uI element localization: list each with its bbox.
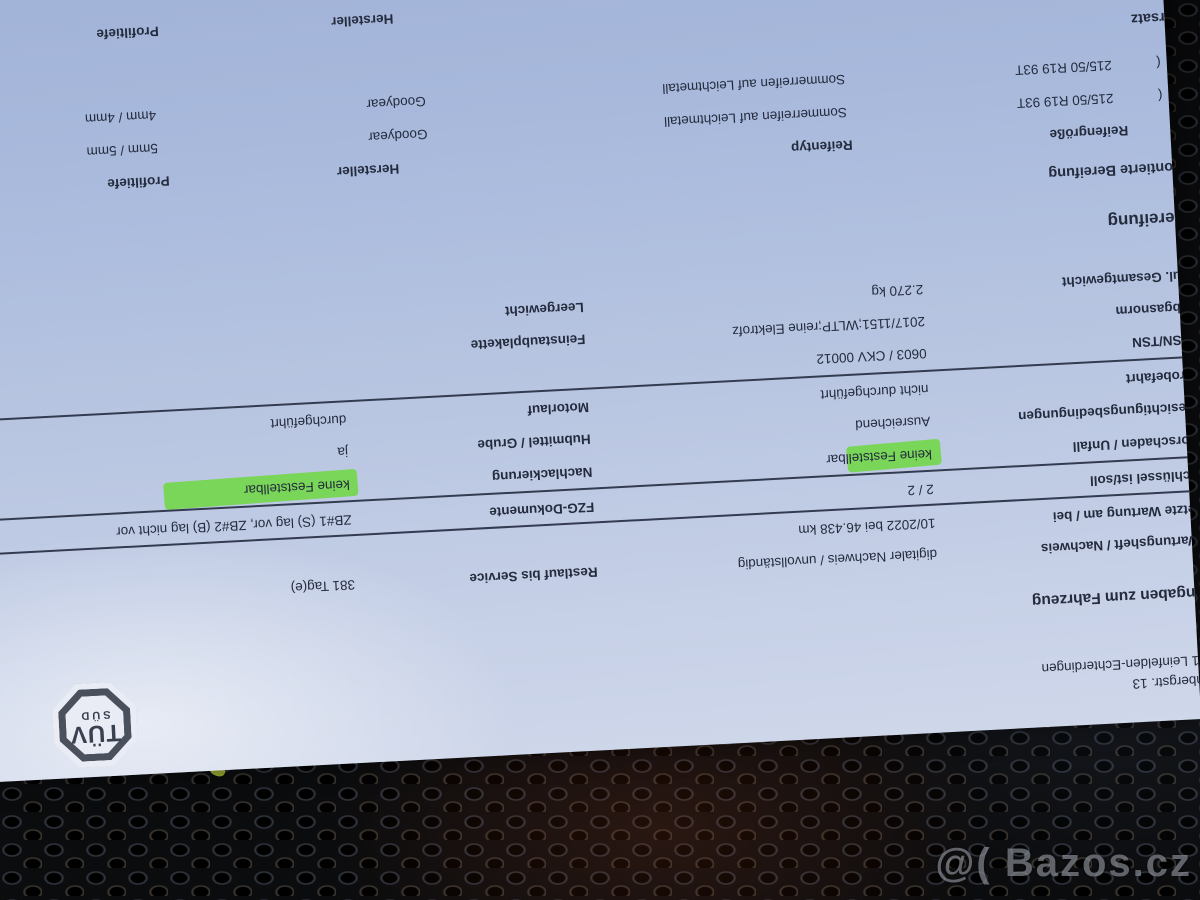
- subsection-mounted-tyres: Montierte Bereifung: [1047, 158, 1186, 182]
- tyre-row-fragment: (: [1155, 55, 1162, 71]
- row-label2: FZG-Dokumente: [488, 499, 595, 520]
- tyre-manufacturer: Goodyear: [367, 126, 428, 145]
- row-value2: durchgeführt: [270, 412, 347, 432]
- row-value: nicht durchgeführt: [820, 381, 929, 403]
- row-label2: Leergewicht: [504, 299, 585, 319]
- row-value: 0603 / CKV 00012: [816, 345, 928, 367]
- col-header-manufacturer: Hersteller: [336, 161, 400, 180]
- row-value: digitaler Nachweis / unvollständig: [737, 546, 938, 573]
- col-header-type: Reifentyp: [790, 137, 854, 156]
- inspection-document-paper: tenbergstr. 13 771 Leinfelden-Echterding…: [0, 0, 1200, 784]
- col-header-type: Reifentyp: [848, 0, 910, 3]
- col-header-depth: Profiltiefe: [106, 173, 170, 192]
- bazos-watermark: @( Bazos.cz: [935, 841, 1192, 885]
- tyre-manufacturer: Goodyear: [366, 93, 427, 112]
- row-label: Wartungsheft / Nachweis: [1040, 532, 1200, 557]
- row-label: Schlüssel ist/soll: [1089, 467, 1200, 489]
- row-value: 2 / 2: [907, 481, 935, 499]
- tyre-size: 215/50 R19 93T: [1016, 90, 1114, 111]
- row-label: Vorschaden / Unfall: [1072, 432, 1198, 455]
- row-label2: Motorlauf: [527, 399, 590, 418]
- col-header-size: Reifengröße: [1049, 122, 1129, 143]
- row-label2: Hubmittel / Grube: [477, 431, 592, 453]
- row-value: 2.270 kg: [871, 281, 924, 300]
- tyre-row-fragment: (: [1157, 88, 1163, 104]
- row-value: 10/2022 bei 46.438 km: [797, 515, 936, 538]
- row-label2: Feinstaubplakette: [470, 331, 586, 353]
- row-value2: 381 Tag(e): [290, 577, 356, 596]
- tyre-depth: 4mm / 4mm: [84, 107, 157, 127]
- tyre-size: 215/50 R19 93T: [1014, 57, 1113, 78]
- row-value2: ja: [337, 444, 349, 460]
- col-header-manufacturer: Hersteller: [330, 11, 394, 30]
- row-value: 2017/1151;WLTP;reine Elektrofz: [731, 313, 926, 339]
- row-label2: Restlauf bis Service: [469, 564, 598, 587]
- tyre-depth: 5mm / 5mm: [86, 140, 159, 160]
- row-label2: Nachlackierung: [491, 464, 593, 485]
- letterhead-street: tenbergstr. 13: [1132, 672, 1200, 692]
- row-label: Besichtigungsbedingungen: [1017, 399, 1197, 425]
- tuv-sued-logo: TÜV SÜD: [49, 673, 140, 777]
- tyre-type: Sommerreifen auf Leichtmetall: [663, 104, 848, 130]
- row-value: Ausreichend: [854, 413, 931, 433]
- col-header-depth: Profiltiefe: [96, 23, 160, 42]
- row-label: letzte Wartung am / bei: [1052, 501, 1200, 525]
- row-label: zul. Gesamtgewicht: [1061, 268, 1189, 290]
- section-title-vehicle: Angaben zum Fahrzeug: [1031, 583, 1200, 610]
- tyre-type: Sommerreifen auf Leichtmetall: [661, 71, 846, 97]
